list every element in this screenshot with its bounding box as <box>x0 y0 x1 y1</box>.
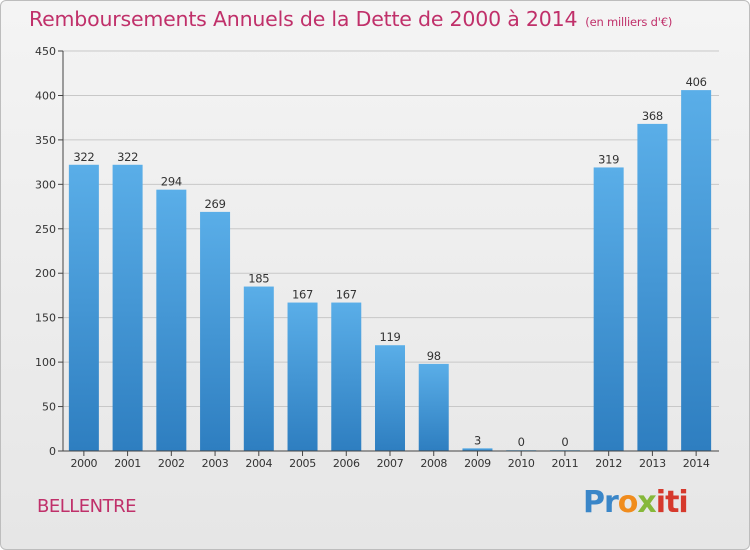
y-tick-label-0: 0 <box>49 445 56 458</box>
y-tick-label-300: 300 <box>35 178 56 191</box>
logo-part-1: Pr <box>583 485 619 520</box>
bar-2009 <box>462 448 493 451</box>
commune-name: BELLENTRE <box>37 496 137 517</box>
proxiti-logo: Proxiti <box>583 485 689 520</box>
data-label-2000: 322 <box>73 150 94 164</box>
data-label-2008: 98 <box>427 349 441 363</box>
y-tick-label-150: 150 <box>35 312 56 325</box>
data-label-2011: 0 <box>561 435 568 449</box>
chart-title: Remboursements Annuels de la Dette de 20… <box>29 7 672 31</box>
data-label-2012: 319 <box>598 152 619 166</box>
x-tick-label-2009: 2009 <box>464 457 491 470</box>
data-label-2014: 406 <box>686 75 707 89</box>
y-tick-label-50: 50 <box>42 401 56 414</box>
y-tick-label-200: 200 <box>35 267 56 280</box>
x-tick-label-2004: 2004 <box>245 457 272 470</box>
data-label-2013: 368 <box>642 109 663 123</box>
x-tick-label-2007: 2007 <box>377 457 404 470</box>
x-tick-label-2002: 2002 <box>158 457 185 470</box>
y-tick-label-400: 400 <box>35 89 56 102</box>
x-tick-label-2008: 2008 <box>420 457 447 470</box>
x-tick-label-2013: 2013 <box>639 457 666 470</box>
x-tick-label-2005: 2005 <box>289 457 316 470</box>
x-tick-label-2000: 2000 <box>70 457 97 470</box>
y-tick-label-350: 350 <box>35 134 56 147</box>
x-tick-label-2001: 2001 <box>114 457 141 470</box>
x-tick-label-2014: 2014 <box>683 457 710 470</box>
x-tick-label-2011: 2011 <box>552 457 579 470</box>
bar-2013 <box>637 123 668 451</box>
chart-title-text: Remboursements Annuels de la Dette de 20… <box>29 7 578 31</box>
logo-part-2: o <box>617 485 639 520</box>
data-label-2003: 269 <box>205 197 226 211</box>
data-label-2007: 119 <box>379 330 400 344</box>
y-tick-label-250: 250 <box>35 223 56 236</box>
bar-2003 <box>200 211 231 451</box>
data-label-2002: 294 <box>161 175 182 189</box>
bar-2002 <box>156 189 187 451</box>
data-label-2010: 0 <box>518 435 525 449</box>
bar-2007 <box>375 345 405 451</box>
x-tick-label-2006: 2006 <box>333 457 360 470</box>
x-tick-label-2010: 2010 <box>508 457 535 470</box>
bar-2000 <box>68 164 99 451</box>
data-label-2009: 3 <box>474 433 481 447</box>
bar-2004 <box>243 286 274 451</box>
x-tick-label-2012: 2012 <box>595 457 622 470</box>
bar-2012 <box>593 167 624 451</box>
bar-2001 <box>112 164 143 451</box>
data-label-2001: 322 <box>117 150 138 164</box>
y-tick-label-450: 450 <box>35 45 56 58</box>
logo-part-3: x <box>637 485 656 520</box>
bar-2008 <box>418 363 449 451</box>
data-label-2004: 185 <box>248 272 269 286</box>
chart-unit-label: (en milliers d'€) <box>585 15 673 29</box>
logo-part-4: iti <box>655 485 689 520</box>
data-label-2005: 167 <box>292 288 313 302</box>
data-label-2006: 167 <box>336 288 357 302</box>
bar-2005 <box>287 302 318 451</box>
bars: 322 322 294 269 185 167 167 119 98 3 0 0 319 368 406 <box>68 75 712 451</box>
bar-2014 <box>681 90 712 451</box>
bar-2006 <box>331 302 362 451</box>
y-tick-label-100: 100 <box>35 356 56 369</box>
x-tick-label-2003: 2003 <box>202 457 229 470</box>
